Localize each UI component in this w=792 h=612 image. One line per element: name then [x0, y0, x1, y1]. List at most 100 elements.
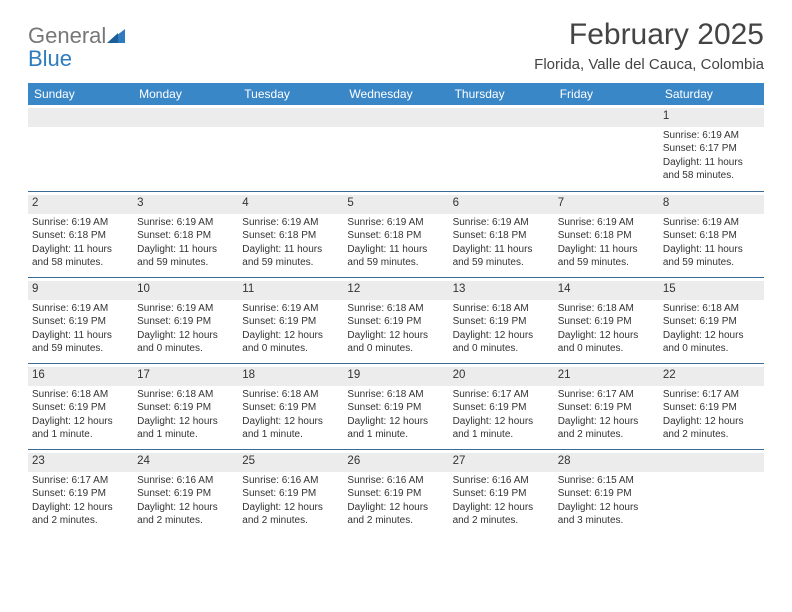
calendar-cell: 11 Sunrise: 6:19 AMSunset: 6:19 PMDayligh… [238, 277, 343, 363]
day-details: Sunrise: 6:16 AMSunset: 6:19 PMDaylight:… [346, 474, 443, 528]
day-details: Sunrise: 6:19 AMSunset: 6:19 PMDaylight:… [136, 302, 233, 356]
day-number [659, 453, 764, 472]
brand-line2: Blue [28, 46, 72, 71]
title-block: February 2025 Florida, Valle del Cauca, … [534, 18, 764, 73]
day-details: Sunrise: 6:19 AMSunset: 6:18 PMDaylight:… [452, 216, 549, 270]
calendar-cell: 4Sunrise: 6:19 AMSunset: 6:18 PMDaylight… [238, 191, 343, 277]
calendar-cell: 8Sunrise: 6:19 AMSunset: 6:18 PMDaylight… [659, 191, 764, 277]
calendar-cell: 17 Sunrise: 6:18 AMSunset: 6:19 PMDayligh… [133, 363, 238, 449]
weekday-header: Wednesday [343, 83, 448, 105]
day-number [343, 108, 448, 127]
calendar-cell: 26 Sunrise: 6:16 AMSunset: 6:19 PMDayligh… [343, 449, 448, 535]
calendar-cell: 2 Sunrise: 6:19 AMSunset: 6:18 PMDaylight… [28, 191, 133, 277]
calendar-header-row: Sunday Monday Tuesday Wednesday Thursday… [28, 83, 764, 105]
day-number [238, 108, 343, 127]
brand-line1: General [28, 23, 106, 48]
day-number: 24 [133, 453, 238, 472]
calendar-cell [28, 105, 133, 191]
day-number: 23 [28, 453, 133, 472]
day-details: Sunrise: 6:15 AMSunset: 6:19 PMDaylight:… [557, 474, 654, 528]
day-details: Sunrise: 6:17 AMSunset: 6:19 PMDaylight:… [662, 388, 759, 442]
calendar-cell: 12Sunrise: 6:18 AMSunset: 6:19 PMDayligh… [343, 277, 448, 363]
calendar-cell: 14Sunrise: 6:18 AMSunset: 6:19 PMDayligh… [554, 277, 659, 363]
calendar-body: 1 Sunrise: 6:19 AMSunset: 6:17 PMDaylight… [28, 105, 764, 535]
calendar-cell: 27Sunrise: 6:16 AMSunset: 6:19 PMDayligh… [449, 449, 554, 535]
weekday-header: Friday [554, 83, 659, 105]
calendar-cell: 5 Sunrise: 6:19 AMSunset: 6:18 PMDaylight… [343, 191, 448, 277]
day-details: Sunrise: 6:18 AMSunset: 6:19 PMDaylight:… [662, 302, 759, 356]
location-text: Florida, Valle del Cauca, Colombia [534, 56, 764, 73]
calendar-cell: 10 Sunrise: 6:19 AMSunset: 6:19 PMDayligh… [133, 277, 238, 363]
day-number [133, 108, 238, 127]
weekday-header: Thursday [449, 83, 554, 105]
calendar-cell [133, 105, 238, 191]
day-number: 17 [133, 367, 238, 386]
day-details: Sunrise: 6:18 AMSunset: 6:19 PMDaylight:… [136, 388, 233, 442]
day-number: 11 [238, 281, 343, 300]
calendar-cell: 6 Sunrise: 6:19 AMSunset: 6:18 PMDaylight… [449, 191, 554, 277]
calendar-cell: 3 Sunrise: 6:19 AMSunset: 6:18 PMDaylight… [133, 191, 238, 277]
day-details: Sunrise: 6:19 AMSunset: 6:18 PMDaylight:… [662, 216, 759, 270]
day-number: 3 [133, 195, 238, 214]
day-details: Sunrise: 6:18 AMSunset: 6:19 PMDaylight:… [241, 388, 338, 442]
day-details: Sunrise: 6:18 AMSunset: 6:19 PMDaylight:… [452, 302, 549, 356]
brand-logo: General Blue [28, 24, 129, 70]
day-number: 27 [449, 453, 554, 472]
weekday-header: Tuesday [238, 83, 343, 105]
day-number: 25 [238, 453, 343, 472]
weekday-header: Sunday [28, 83, 133, 105]
calendar-cell: 21Sunrise: 6:17 AMSunset: 6:19 PMDayligh… [554, 363, 659, 449]
calendar-cell: 20Sunrise: 6:17 AMSunset: 6:19 PMDayligh… [449, 363, 554, 449]
brand-text: General Blue [28, 24, 129, 70]
day-number: 28 [554, 453, 659, 472]
day-details: Sunrise: 6:19 AMSunset: 6:17 PMDaylight:… [662, 129, 759, 183]
day-number: 16 [28, 367, 133, 386]
day-details: Sunrise: 6:19 AMSunset: 6:18 PMDaylight:… [346, 216, 443, 270]
calendar-cell [343, 105, 448, 191]
day-number: 2 [28, 195, 133, 214]
day-details: Sunrise: 6:16 AMSunset: 6:19 PMDaylight:… [241, 474, 338, 528]
calendar-cell: 7Sunrise: 6:19 AMSunset: 6:18 PMDaylight… [554, 191, 659, 277]
day-number: 10 [133, 281, 238, 300]
calendar-cell: 1 Sunrise: 6:19 AMSunset: 6:17 PMDaylight… [659, 105, 764, 191]
day-number: 5 [343, 195, 448, 214]
calendar-page: General Blue February 2025 Florida, Vall… [0, 0, 792, 545]
header-row: General Blue February 2025 Florida, Vall… [28, 18, 764, 73]
calendar-cell: 22 Sunrise: 6:17 AMSunset: 6:19 PMDayligh… [659, 363, 764, 449]
calendar-cell: 19 Sunrise: 6:18 AMSunset: 6:19 PMDayligh… [343, 363, 448, 449]
calendar-cell: 16Sunrise: 6:18 AMSunset: 6:19 PMDayligh… [28, 363, 133, 449]
day-number: 18 [238, 367, 343, 386]
day-number [554, 108, 659, 127]
day-number: 19 [343, 367, 448, 386]
calendar-cell [238, 105, 343, 191]
day-details: Sunrise: 6:16 AMSunset: 6:19 PMDaylight:… [136, 474, 233, 528]
calendar-cell: 23 Sunrise: 6:17 AMSunset: 6:19 PMDayligh… [28, 449, 133, 535]
day-details: Sunrise: 6:19 AMSunset: 6:18 PMDaylight:… [31, 216, 128, 270]
calendar-cell [659, 449, 764, 535]
day-details: Sunrise: 6:19 AMSunset: 6:19 PMDaylight:… [241, 302, 338, 356]
day-number: 1 [659, 108, 764, 127]
day-details: Sunrise: 6:19 AMSunset: 6:19 PMDaylight:… [31, 302, 128, 356]
day-number: 4 [238, 195, 343, 214]
day-details: Sunrise: 6:18 AMSunset: 6:19 PMDaylight:… [346, 388, 443, 442]
day-number: 22 [659, 367, 764, 386]
calendar-cell: 25 Sunrise: 6:16 AMSunset: 6:19 PMDayligh… [238, 449, 343, 535]
calendar-cell: 28 Sunrise: 6:15 AMSunset: 6:19 PMDayligh… [554, 449, 659, 535]
day-number: 14 [554, 281, 659, 300]
day-number: 15 [659, 281, 764, 300]
day-details: Sunrise: 6:17 AMSunset: 6:19 PMDaylight:… [31, 474, 128, 528]
day-details: Sunrise: 6:17 AMSunset: 6:19 PMDaylight:… [452, 388, 549, 442]
day-number: 13 [449, 281, 554, 300]
sail-icon [107, 23, 129, 48]
day-number: 21 [554, 367, 659, 386]
calendar-cell: 15 Sunrise: 6:18 AMSunset: 6:19 PMDayligh… [659, 277, 764, 363]
day-number: 26 [343, 453, 448, 472]
calendar-cell [554, 105, 659, 191]
day-number: 6 [449, 195, 554, 214]
day-details: Sunrise: 6:19 AMSunset: 6:18 PMDaylight:… [136, 216, 233, 270]
calendar: Sunday Monday Tuesday Wednesday Thursday… [28, 83, 764, 535]
day-details: Sunrise: 6:18 AMSunset: 6:19 PMDaylight:… [346, 302, 443, 356]
month-title: February 2025 [534, 18, 764, 52]
day-number [28, 108, 133, 127]
day-number [449, 108, 554, 127]
